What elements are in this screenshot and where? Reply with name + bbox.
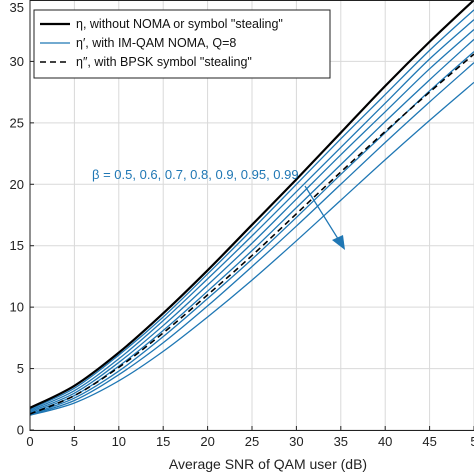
x-tick-label: 25	[245, 434, 259, 449]
legend-entry-eta: η, without NOMA or symbol "stealing"	[76, 17, 283, 31]
y-tick-label: 5	[17, 361, 24, 376]
x-tick-label: 20	[200, 434, 214, 449]
x-tick-label: 5	[71, 434, 78, 449]
x-tick-label: 45	[422, 434, 436, 449]
x-tick-label: 10	[112, 434, 126, 449]
y-tick-label: 25	[10, 115, 24, 130]
annotation-text: β = 0.5, 0.6, 0.7, 0.8, 0.9, 0.95, 0.99	[92, 167, 299, 182]
x-axis-label: Average SNR of QAM user (dB)	[169, 456, 367, 472]
annotation-arrow-line	[304, 185, 341, 243]
series-line-8	[29, 53, 474, 415]
series-line-0	[29, 0, 474, 409]
series-line-1	[29, 9, 474, 410]
legend-entry-eta-prime: η′, with IM-QAM NOMA, Q=8	[76, 36, 236, 50]
series-line-3	[29, 28, 474, 413]
y-tick-label: 15	[10, 238, 24, 253]
series-lines	[29, 0, 474, 416]
legend-box	[33, 9, 331, 79]
x-tick-label: 40	[378, 434, 392, 449]
annotation: β = 0.5, 0.6, 0.7, 0.8, 0.9, 0.95, 0.99	[92, 167, 345, 250]
tick-labels: 051015202530354045505101520253035	[10, 0, 474, 449]
legend: η, without NOMA or symbol "stealing" η′,…	[33, 9, 331, 79]
y-tick-label: 35	[10, 0, 24, 15]
legend-entry-eta-double-prime: η″, with BPSK symbol "stealing"	[76, 55, 252, 69]
x-tick-label: 35	[334, 434, 348, 449]
x-tick-label: 0	[26, 434, 33, 449]
x-tick-label: 5	[470, 434, 474, 449]
x-tick-label: 15	[156, 434, 170, 449]
series-line-6	[29, 62, 474, 416]
y-tick-label: 10	[10, 300, 24, 315]
series-line-2	[29, 19, 474, 411]
y-tick-label: 0	[17, 423, 24, 438]
series-line-7	[29, 81, 474, 416]
x-tick-label: 30	[289, 434, 303, 449]
plot-frame	[29, 0, 474, 431]
y-tick-label: 30	[10, 54, 24, 69]
annotation-arrow-head	[332, 235, 345, 250]
y-tick-label: 20	[10, 177, 24, 192]
